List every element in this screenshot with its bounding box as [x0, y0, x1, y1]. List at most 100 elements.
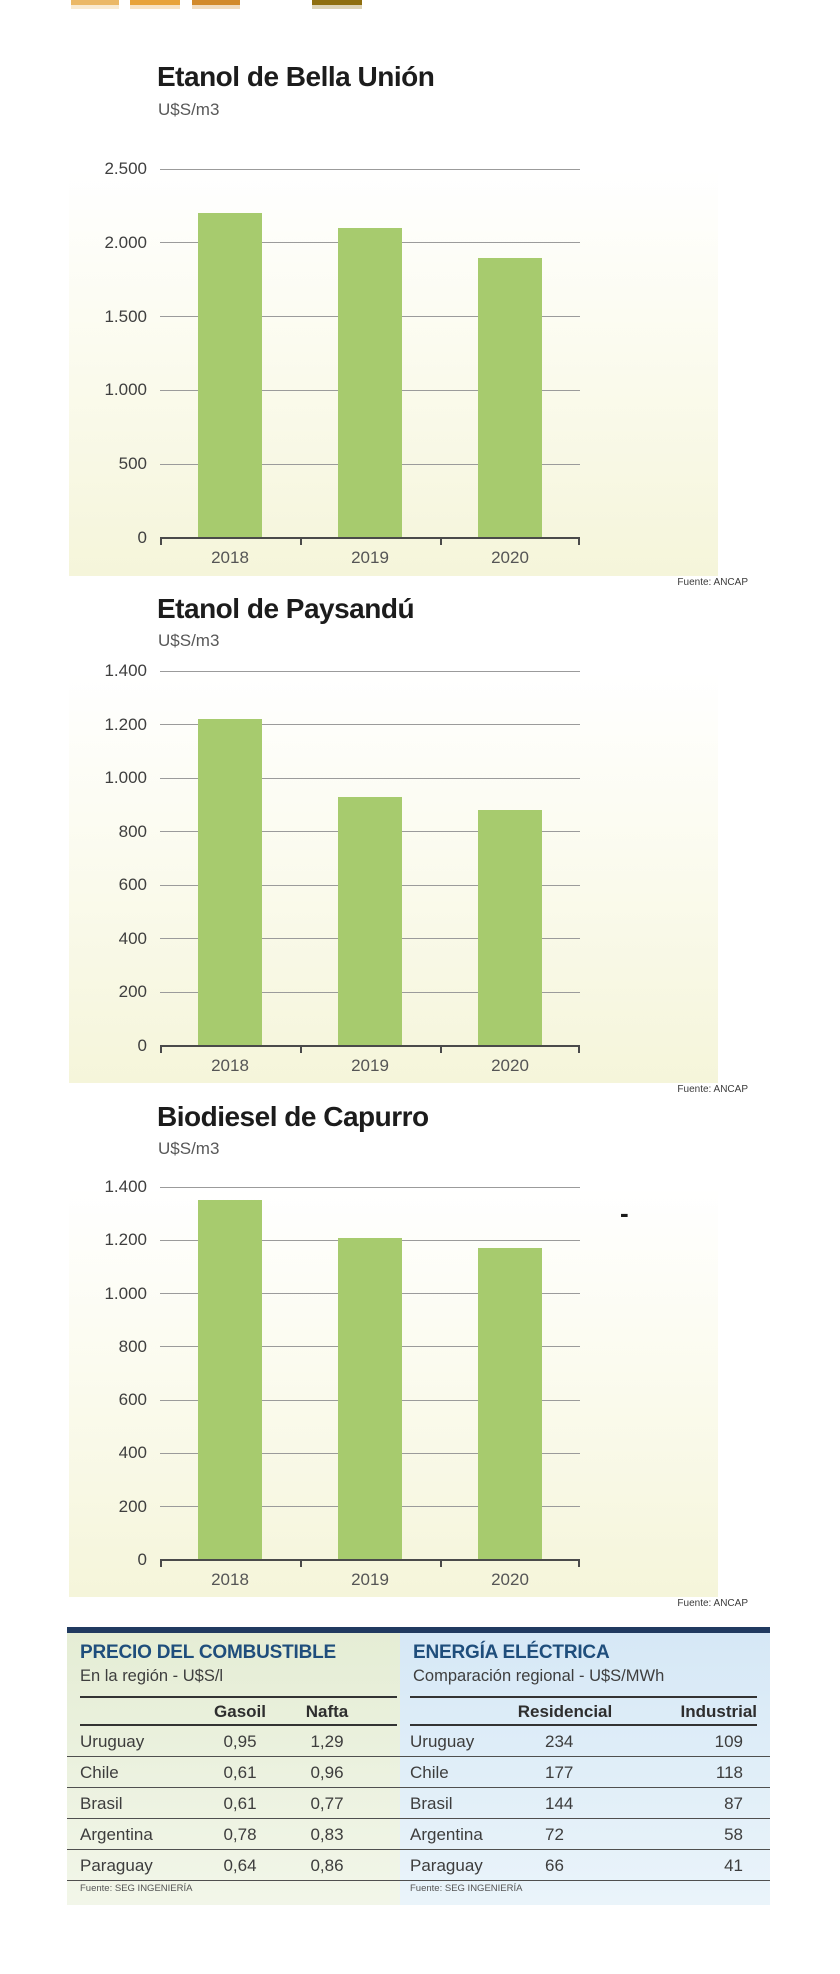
column-header-industrial: Industrial: [680, 1702, 757, 1721]
bar-2019: [338, 796, 402, 1046]
table-cell-value: 109: [714, 1732, 743, 1751]
x-axis-label: 2019: [351, 548, 389, 567]
chart-plot-area: 1.400 1.200 1.000 800 600 400 200 0 2018 2019 2020: [104, 1178, 580, 1589]
bar-2019: [338, 228, 402, 538]
table-body: Uruguay 234 109 Chile 177 118 Brasil 144 87 Argen…: [400, 1726, 770, 1881]
tables-top-divider: [67, 1627, 770, 1633]
table-cell-country: Paraguay: [80, 1856, 153, 1875]
table-cell-value: 177: [545, 1763, 574, 1782]
bar-2018: [198, 719, 262, 1046]
axis-tick: [300, 1561, 302, 1567]
axis-tick: [300, 1047, 302, 1053]
axis-tick: [440, 1561, 442, 1567]
y-axis-label: 0: [137, 528, 147, 547]
y-axis-label: 800: [118, 821, 147, 841]
divider: [410, 1696, 757, 1698]
table-cell-value: 41: [724, 1856, 743, 1875]
axis-tick: [160, 1561, 162, 1567]
table-cell-country: Brasil: [410, 1794, 453, 1813]
y-axis-label: 1.400: [104, 661, 147, 680]
table-cell-value: 0,78: [223, 1825, 257, 1844]
y-axis-label: 1.000: [104, 1283, 147, 1303]
table-cell-value: 87: [724, 1794, 743, 1813]
table-cell-value: 0,64: [223, 1856, 257, 1875]
table-cell-value: 0,77: [310, 1794, 344, 1813]
chart-unit-label: U$S/m3: [158, 1139, 220, 1158]
table-row: Brasil 0,61 0,77: [67, 1788, 400, 1819]
table-body: Uruguay 0,95 1,29 Chile 0,61 0,96 Brasil 0,61 0,…: [67, 1726, 400, 1881]
table-cell-country: Argentina: [80, 1825, 153, 1844]
table-cell-value: 66: [545, 1856, 564, 1875]
bar-2019: [338, 1237, 402, 1560]
gridline: [160, 777, 580, 779]
table-row: Chile 0,61 0,96: [67, 1757, 400, 1788]
table-subtitle: En la región - U$S/l: [80, 1667, 224, 1685]
chart-title: Etanol de Paysandú: [157, 593, 415, 624]
y-axis-label: 800: [118, 1336, 147, 1356]
table-header-row: Gasoil Nafta: [67, 1700, 400, 1724]
bar-2020: [478, 257, 542, 538]
table-cell-value: 0,96: [310, 1763, 344, 1782]
gridline: [160, 670, 580, 672]
column-header-residencial: Residencial: [517, 1702, 613, 1721]
x-axis-label: 2018: [211, 548, 249, 567]
y-axis-label: 600: [118, 875, 147, 895]
y-axis-label: 1.000: [104, 380, 147, 400]
bar-2020: [478, 1248, 542, 1560]
electricity-table: ENERGÍA ELÉCTRICA Comparación regional -…: [400, 1633, 770, 1905]
chart-unit-label: U$S/m3: [158, 100, 220, 119]
table-cell-value: 118: [715, 1763, 743, 1782]
bar-fragment-shadow: [130, 5, 180, 9]
table-row: Uruguay 234 109: [400, 1726, 770, 1757]
table-cell-value: 1,29: [310, 1732, 344, 1751]
bar-2018: [198, 213, 262, 538]
x-axis-label: 2020: [491, 1056, 529, 1075]
table-cell-value: 72: [545, 1825, 564, 1844]
table-cell-country: Chile: [410, 1763, 449, 1782]
table-row: Argentina 0,78 0,83: [67, 1819, 400, 1850]
gridline: [160, 1186, 580, 1188]
table-cell-value: 58: [724, 1825, 743, 1844]
gridline: [160, 724, 580, 726]
axis-tick: [440, 1047, 442, 1053]
y-axis-label: 400: [118, 928, 147, 948]
y-axis-label: 1.000: [104, 768, 147, 788]
y-axis-label: 2.500: [104, 159, 147, 178]
axis-tick: [578, 1561, 580, 1567]
chart-source-note: Fuente: ANCAP: [677, 577, 748, 588]
chart-title: Biodiesel de Capurro: [157, 1101, 429, 1132]
bar-2018: [198, 1200, 262, 1560]
x-axis-line: [160, 1045, 580, 1047]
axis-tick: [160, 1047, 162, 1053]
y-axis-label: 200: [118, 1496, 147, 1516]
y-axis-label: 0: [137, 1550, 147, 1569]
table-title: PRECIO DEL COMBUSTIBLE: [80, 1642, 336, 1663]
x-axis-label: 2019: [351, 1570, 389, 1589]
table-subtitle: Comparación regional - U$S/MWh: [413, 1667, 665, 1685]
table-cell-country: Brasil: [80, 1794, 123, 1813]
axis-tick: [440, 539, 442, 545]
table-row: Argentina 72 58: [400, 1819, 770, 1850]
y-axis-label: 0: [137, 1036, 147, 1055]
table-cell-value: 0,83: [310, 1825, 344, 1844]
y-axis-label: 200: [118, 982, 147, 1002]
column-header-nafta: Nafta: [305, 1702, 349, 1721]
chart-source-note: Fuente: ANCAP: [677, 1598, 748, 1609]
y-axis-label: 1.500: [104, 306, 147, 326]
bar-fragment: [71, 0, 119, 5]
table-header-row: Residencial Industrial: [400, 1700, 770, 1724]
bar-fragment-shadow: [192, 5, 240, 9]
y-axis-label: 400: [118, 1443, 147, 1463]
divider: [80, 1724, 397, 1726]
divider: [410, 1724, 757, 1726]
table-cell-value: 0,86: [310, 1856, 344, 1875]
dash-annotation: -: [620, 1198, 629, 1228]
table-cell-country: Uruguay: [410, 1732, 475, 1751]
table-row: Uruguay 0,95 1,29: [67, 1726, 400, 1757]
chart-plot-area: 2.500 2.000 1.500 1.000 500 0 2018 2019 2020: [104, 160, 580, 567]
bar-fragment: [312, 0, 362, 5]
x-axis-label: 2018: [211, 1056, 249, 1075]
fuel-price-table: PRECIO DEL COMBUSTIBLE En la región - U$…: [67, 1633, 400, 1905]
y-axis-label: 1.200: [104, 714, 147, 734]
